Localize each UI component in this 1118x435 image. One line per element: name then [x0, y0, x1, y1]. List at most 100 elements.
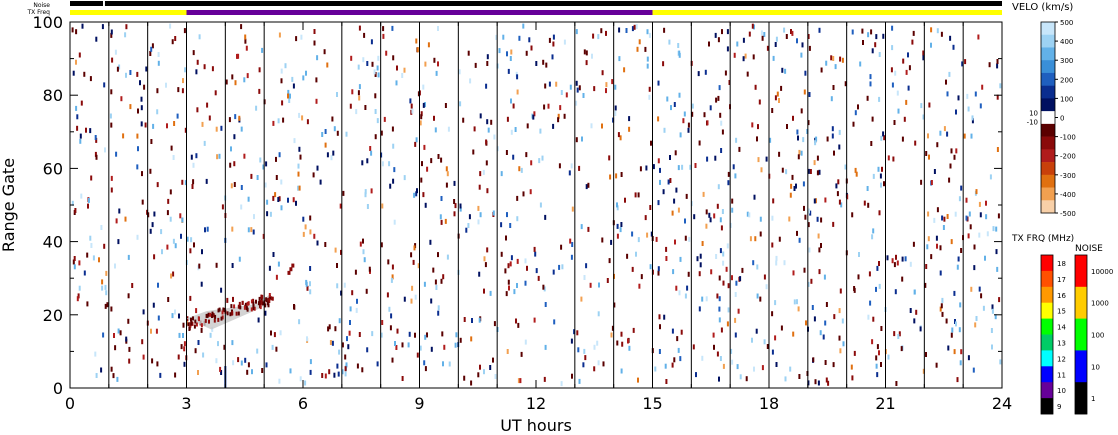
velocity-pixel	[206, 102, 209, 108]
velocity-pixel	[774, 335, 777, 341]
velocity-pixel	[420, 177, 423, 183]
velocity-pixel	[705, 223, 708, 229]
feature-pixel	[252, 301, 255, 306]
velocity-pixel	[823, 274, 826, 280]
velocity-pixel	[80, 100, 83, 106]
velocity-pixel	[618, 27, 621, 33]
velocity-pixel	[376, 361, 379, 367]
velocity-pixel	[796, 38, 798, 44]
feature-ground-scatter	[186, 292, 272, 330]
velocity-pixel	[838, 308, 841, 314]
velocity-pixel	[339, 203, 342, 209]
velocity-pixel	[646, 56, 649, 62]
velocity-pixel	[830, 96, 833, 102]
velocity-pixel	[926, 244, 929, 250]
velocity-pixel	[459, 206, 462, 212]
velocity-pixel	[797, 306, 800, 312]
noise-bar-segment	[70, 1, 104, 6]
velocity-pixel	[101, 279, 104, 285]
noise-color-swatch	[1075, 382, 1087, 415]
velocity-pixel	[437, 26, 439, 31]
velocity-pixel	[876, 344, 879, 350]
velocity-pixel	[110, 187, 113, 193]
velocity-pixel	[211, 66, 214, 72]
feature-pixel	[260, 300, 262, 305]
y-tick-label: 40	[43, 233, 63, 252]
velocity-pixel	[95, 154, 98, 160]
velocity-pixel	[291, 76, 294, 82]
velocity-pixel	[458, 69, 461, 75]
velocity-pixel	[968, 211, 971, 217]
velocity-pixel	[469, 78, 472, 84]
velocity-pixel	[103, 82, 106, 88]
velocity-pixel	[437, 61, 439, 67]
velocity-pixel	[78, 285, 81, 291]
velocity-pixel	[628, 345, 631, 351]
velocity-pixel	[72, 259, 75, 265]
velocity-pixel	[407, 342, 410, 348]
velocity-pixel	[177, 87, 180, 93]
velocity-pixel	[237, 53, 240, 59]
velocity-pixel	[687, 122, 690, 128]
velocity-pixel	[905, 69, 908, 75]
velocity-pixel	[94, 151, 97, 157]
velocity-pixel	[359, 241, 362, 247]
velocity-pixel	[478, 184, 481, 190]
velocity-pixel	[553, 319, 556, 325]
velocity-pixel	[127, 254, 130, 260]
velocity-pixel	[717, 37, 720, 43]
velocity-pixel	[230, 183, 233, 189]
velocity-pixel	[100, 367, 103, 373]
velocity-pixel	[178, 313, 180, 319]
velocity-pixel	[541, 155, 544, 161]
velocity-pixel	[947, 345, 950, 351]
velocity-pixel	[374, 72, 377, 77]
velocity-pixel	[110, 306, 113, 312]
velocity-pixel	[259, 157, 262, 163]
velocity-pixel	[426, 332, 428, 338]
velocity-pixel	[220, 287, 223, 293]
velocity-pixel	[620, 368, 623, 374]
feature-pixel	[238, 301, 241, 306]
velocity-pixel	[441, 331, 444, 337]
noise-color-swatch	[1075, 255, 1087, 288]
feature-pixel	[237, 304, 240, 309]
velocity-pixel	[364, 105, 367, 110]
velocity-pixel	[345, 362, 348, 368]
velocity-pixel	[467, 50, 470, 56]
velocity-pixel	[940, 303, 943, 309]
velocity-pixel	[971, 115, 974, 121]
velocity-pixel	[684, 235, 687, 241]
velocity-pixel	[718, 296, 721, 302]
velocity-pixel	[727, 307, 730, 313]
velocity-pixel	[659, 324, 661, 330]
velocity-pixel	[851, 375, 854, 381]
velocity-pixel	[814, 140, 817, 146]
velocity-pixel	[657, 116, 660, 122]
velocity-pixel	[374, 134, 377, 140]
velocity-pixel	[816, 155, 819, 161]
velocity-pixel	[684, 293, 687, 299]
velocity-pixel	[166, 210, 169, 216]
velocity-pixel	[955, 109, 957, 115]
velocity-pixel	[797, 135, 799, 141]
velocity-pixel	[525, 152, 528, 158]
velocity-pixel	[278, 378, 281, 384]
velocity-pixel	[687, 127, 690, 133]
velocity-colorbar: 5004003002001000-100-200-300-400-50010-1…	[1027, 19, 1076, 218]
velocity-pixel	[654, 366, 657, 372]
velocity-pixel	[150, 328, 152, 334]
velocity-pixel	[783, 27, 786, 33]
velocity-pixel	[298, 185, 301, 191]
velocity-pixel	[104, 284, 107, 290]
velocity-pixel	[228, 117, 231, 123]
velocity-pixel	[606, 278, 609, 283]
velocity-pixel	[244, 38, 247, 44]
velocity-pixel	[897, 334, 900, 339]
velocity-pixel	[973, 265, 976, 271]
velocity-pixel	[192, 179, 195, 185]
velocity-pixel	[92, 255, 95, 261]
velocity-pixel	[483, 369, 485, 375]
velocity-pixel	[258, 88, 261, 94]
